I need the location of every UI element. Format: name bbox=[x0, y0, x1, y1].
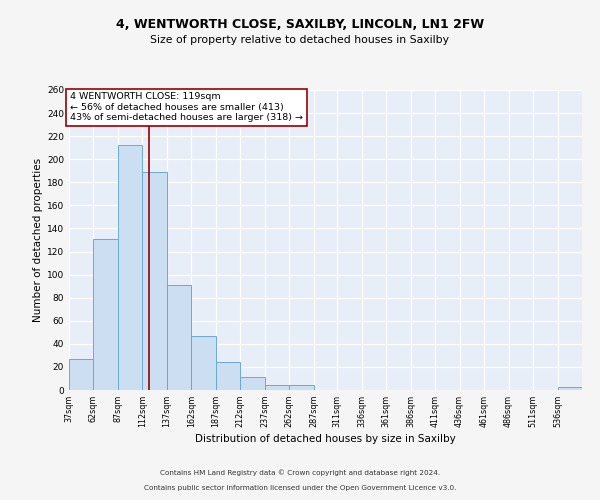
Bar bbox=[241, 378, 265, 390]
X-axis label: Distribution of detached houses by size in Saxilby: Distribution of detached houses by size … bbox=[195, 434, 456, 444]
Bar bbox=[167, 285, 191, 390]
Text: Contains HM Land Registry data © Crown copyright and database right 2024.: Contains HM Land Registry data © Crown c… bbox=[160, 470, 440, 476]
Bar bbox=[69, 359, 94, 390]
Bar bbox=[557, 386, 582, 390]
Bar bbox=[191, 336, 216, 390]
Text: 4 WENTWORTH CLOSE: 119sqm
← 56% of detached houses are smaller (413)
43% of semi: 4 WENTWORTH CLOSE: 119sqm ← 56% of detac… bbox=[70, 92, 303, 122]
Text: Contains public sector information licensed under the Open Government Licence v3: Contains public sector information licen… bbox=[144, 485, 456, 491]
Bar bbox=[94, 239, 118, 390]
Y-axis label: Number of detached properties: Number of detached properties bbox=[33, 158, 43, 322]
Bar bbox=[216, 362, 241, 390]
Bar bbox=[265, 386, 289, 390]
Text: 4, WENTWORTH CLOSE, SAXILBY, LINCOLN, LN1 2FW: 4, WENTWORTH CLOSE, SAXILBY, LINCOLN, LN… bbox=[116, 18, 484, 30]
Text: Size of property relative to detached houses in Saxilby: Size of property relative to detached ho… bbox=[151, 35, 449, 45]
Bar bbox=[142, 172, 167, 390]
Bar bbox=[289, 386, 314, 390]
Bar bbox=[118, 146, 142, 390]
